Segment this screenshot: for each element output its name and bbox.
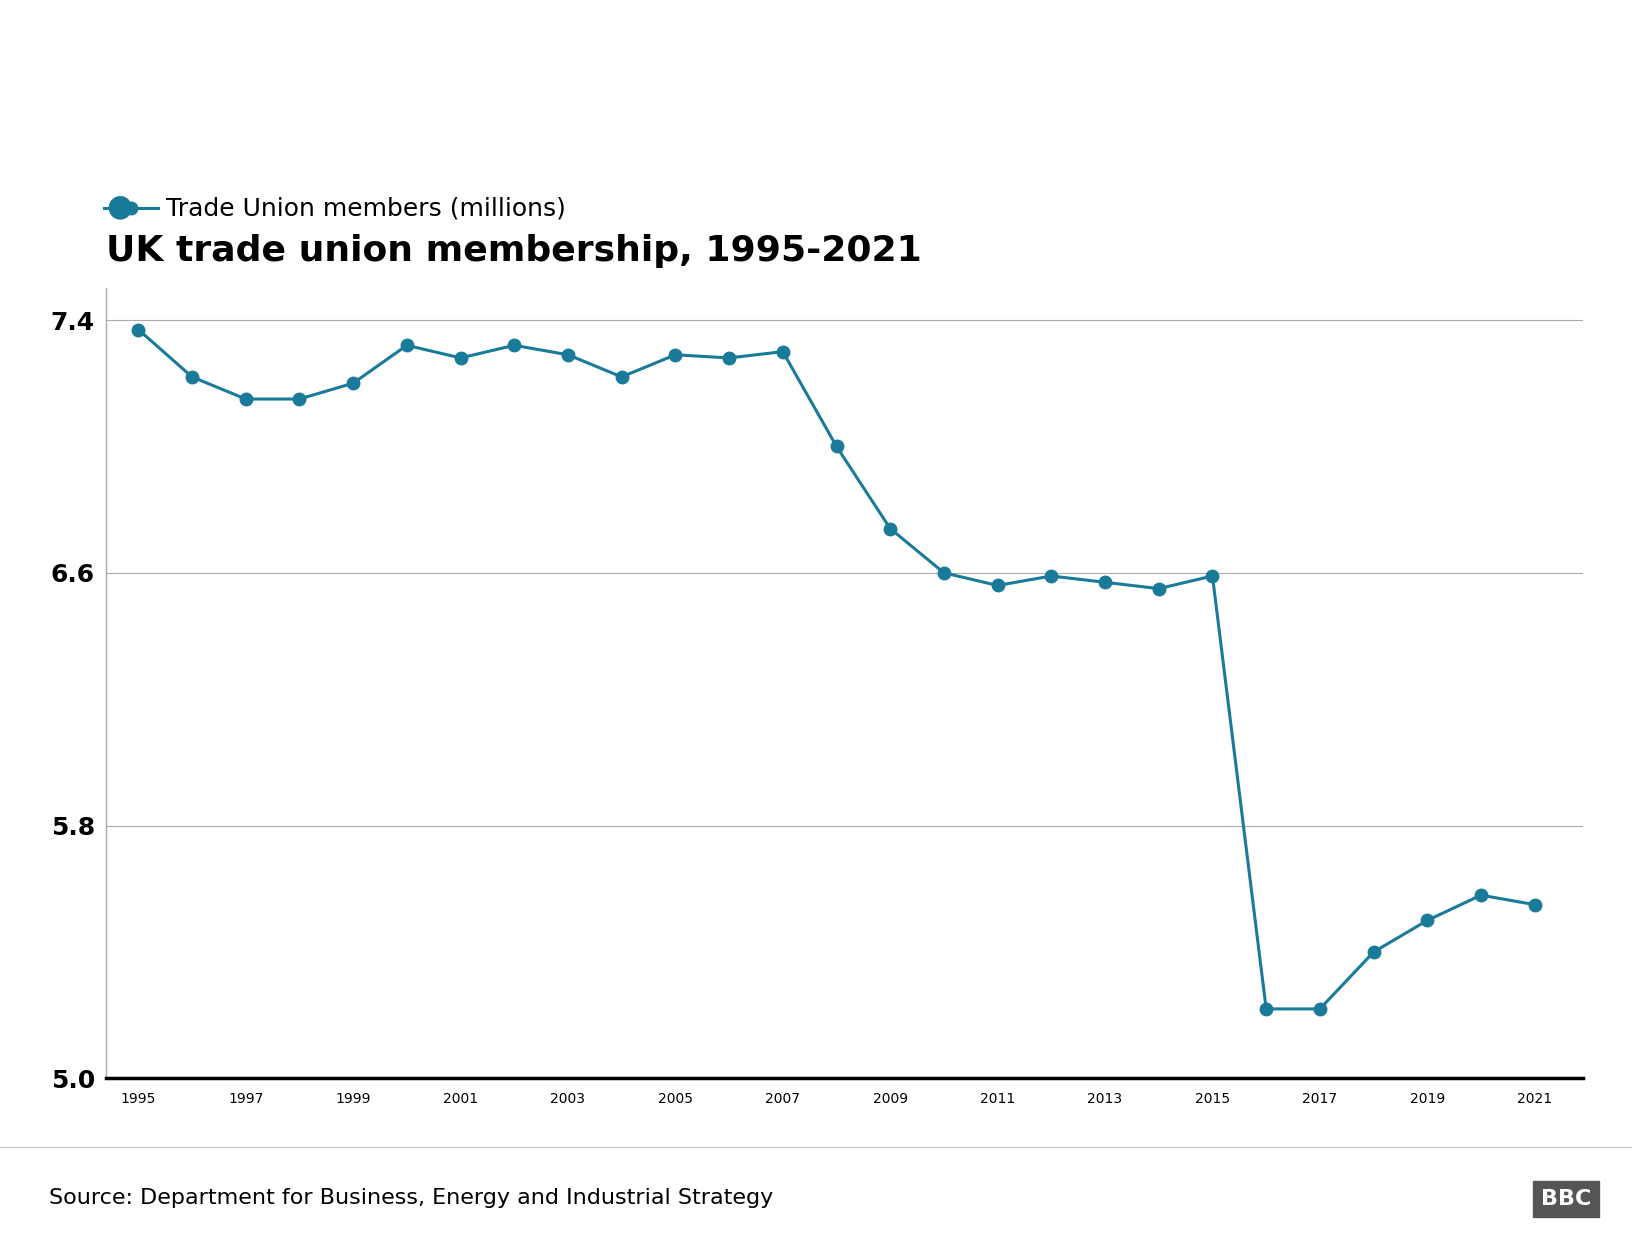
Text: Trade Union members (millions): Trade Union members (millions) [166,196,566,221]
Text: ●: ● [106,192,132,222]
Text: BBC: BBC [1541,1189,1591,1209]
Text: Source: Department for Business, Energy and Industrial Strategy: Source: Department for Business, Energy … [49,1188,774,1208]
Text: UK trade union membership, 1995-2021: UK trade union membership, 1995-2021 [106,233,922,267]
